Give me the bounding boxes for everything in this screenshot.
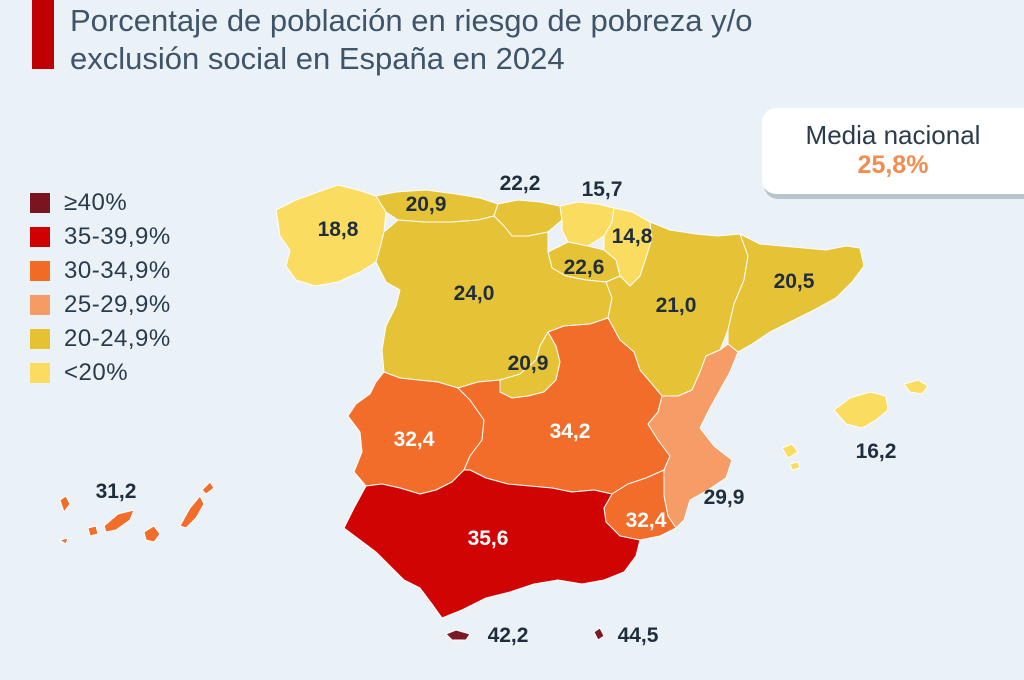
region-canarias-lapalma (59, 495, 71, 513)
region-cataluna (727, 233, 865, 353)
legend-item: 35-39,9% (30, 220, 171, 254)
legend-swatch (30, 261, 50, 281)
region-valencia (647, 343, 739, 529)
value-madrid: 20,9 (508, 352, 549, 375)
legend-label: 20-24,9% (64, 325, 171, 352)
value-pais-vasco: 15,7 (582, 178, 623, 201)
value-asturias: 20,9 (406, 193, 447, 216)
value-melilla: 44,5 (618, 624, 659, 647)
region-canarias-hierro (59, 537, 69, 545)
value-canarias: 31,2 (96, 480, 137, 503)
map-title: Porcentaje de población en riesgo de pob… (70, 2, 870, 78)
media-nacional-label: Media nacional (805, 120, 981, 150)
legend: ≥40% 35-39,9% 30-34,9% 25-29,9% 20-24,9%… (30, 186, 171, 390)
legend-item: 20-24,9% (30, 322, 171, 356)
region-canarias-lanzarote (201, 481, 215, 495)
value-ceuta: 42,2 (488, 624, 529, 647)
title-line-2: exclusión social en España en 2024 (70, 41, 565, 76)
value-castilla-leon: 24,0 (454, 282, 495, 305)
legend-item: ≥40% (30, 186, 171, 220)
legend-label: ≥40% (64, 189, 128, 216)
legend-item: 25-29,9% (30, 288, 171, 322)
region-canarias-grancanaria (143, 525, 161, 543)
legend-label: 30-34,9% (64, 257, 171, 284)
region-canarias-fuerteventura (179, 495, 205, 529)
value-baleares: 16,2 (856, 440, 897, 463)
accent-bar (32, 0, 54, 69)
value-castilla-la-mancha: 34,2 (550, 420, 591, 443)
media-nacional-value: 25,8% (857, 151, 929, 179)
value-andalucia: 35,6 (468, 527, 509, 550)
media-nacional-box: Media nacional 25,8% (762, 108, 1024, 194)
legend-label: <20% (64, 359, 129, 386)
region-melilla (593, 627, 605, 641)
value-aragon: 21,0 (656, 294, 697, 317)
value-galicia: 18,8 (318, 218, 359, 241)
value-murcia: 32,4 (626, 509, 667, 532)
legend-swatch (30, 363, 50, 383)
region-baleares-menorca (903, 379, 929, 395)
value-navarra: 14,8 (612, 225, 653, 248)
region-baleares-formentera (789, 461, 801, 471)
region-ceuta (445, 629, 471, 641)
legend-label: 35-39,9% (64, 223, 171, 250)
region-canarias-gomera (87, 525, 99, 537)
legend-swatch (30, 193, 50, 213)
region-baleares-ibiza (781, 443, 799, 459)
legend-swatch (30, 295, 50, 315)
region-andalucia (343, 469, 641, 619)
value-extremadura: 32,4 (394, 428, 435, 451)
legend-label: 25-29,9% (64, 291, 171, 318)
legend-swatch (30, 329, 50, 349)
region-baleares-mallorca (833, 391, 889, 429)
legend-item: 30-34,9% (30, 254, 171, 288)
title-line-1: Porcentaje de población en riesgo de pob… (70, 3, 753, 38)
value-cantabria: 22,2 (500, 172, 541, 195)
value-la-rioja: 22,6 (564, 256, 605, 279)
region-canarias-tenerife (103, 509, 135, 533)
legend-swatch (30, 227, 50, 247)
value-valencia: 29,9 (704, 486, 745, 509)
legend-item: <20% (30, 356, 171, 390)
value-cataluna: 20,5 (774, 270, 815, 293)
